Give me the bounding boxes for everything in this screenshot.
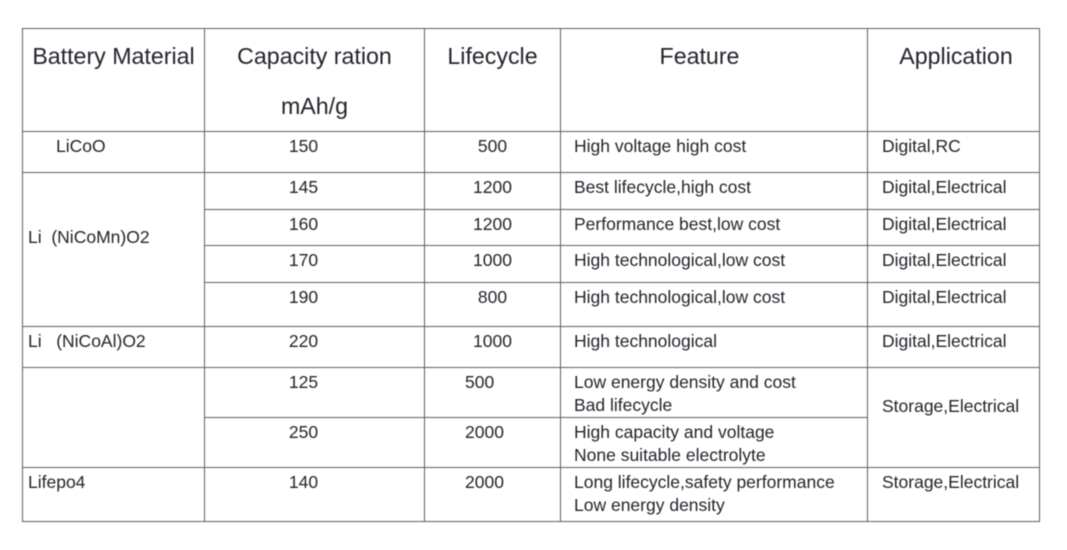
header-label: Capacity ration — [237, 43, 392, 69]
cell-application: Digital,Electrical — [867, 282, 1040, 327]
table-row: Li (NiCoAl)O2 220 1000 High technologica… — [22, 326, 1040, 368]
header-label: Application — [899, 43, 1013, 69]
cell-feature: Low energy density and cost Bad lifecycle — [560, 367, 868, 418]
cell-feature: Performance best,low cost — [560, 209, 868, 246]
cell-lifecycle: 1200 — [424, 209, 561, 246]
cell-material: Li (NiCoAl)O2 — [22, 326, 205, 368]
cell-lifecycle: 1000 — [424, 326, 561, 368]
cell-lifecycle: 1200 — [424, 172, 561, 210]
cell-application: Storage,Electrical — [867, 367, 1040, 468]
header-unit-label: mAh/g — [280, 92, 348, 119]
cell-material: Li (NiCoMn)O2 — [22, 172, 205, 327]
feature-line: High capacity and voltage — [574, 422, 775, 442]
cell-feature: High capacity and voltage None suitable e… — [560, 417, 868, 468]
cell-feature: Best lifecycle,high cost — [560, 172, 868, 210]
cell-capacity: 160 — [204, 209, 425, 246]
col-header-application: Application — [867, 28, 1040, 132]
cell-material: Lifepo4 — [22, 467, 205, 522]
table-row: Li (NiCoMn)O2 145 1200 Best lifecycle,hi… — [22, 172, 1040, 327]
cell-capacity: 125 — [204, 367, 425, 418]
cell-application: Digital,Electrical — [867, 245, 1040, 283]
cell-capacity: 150 — [204, 131, 425, 173]
table-row: 125 500 Low energy density and cost Bad l… — [22, 367, 1040, 468]
table-row: 160 1200 Performance best,low cost Digit… — [23, 209, 1040, 246]
cell-feature: High technological — [560, 326, 868, 368]
cell-application: Digital,RC — [867, 131, 1040, 173]
feature-line: Bad lifecycle — [574, 395, 673, 415]
cell-lifecycle: 500 — [424, 367, 561, 418]
header-label: Lifecycle — [447, 43, 538, 69]
cell-application: Digital,Electrical — [867, 326, 1040, 368]
cell-feature: High voltage high cost — [560, 131, 868, 173]
cell-feature: High technological,low cost — [560, 245, 868, 283]
cell-capacity: 140 — [204, 467, 425, 522]
cell-lifecycle: 800 — [424, 282, 561, 327]
header-label: Battery Material — [32, 43, 195, 69]
battery-materials-table: Battery Material Capacity ration mAh/g Li… — [22, 28, 1040, 522]
cell-capacity: 220 — [204, 326, 425, 368]
table-row: LiCoO 150 500 High voltage high cost Dig… — [22, 131, 1040, 173]
header-label: Feature — [659, 43, 740, 69]
feature-line: Low energy density — [574, 495, 725, 515]
cell-lifecycle: 500 — [424, 131, 561, 173]
col-header-battery-material: Battery Material — [22, 28, 205, 132]
cell-lifecycle: 2000 — [424, 417, 561, 468]
cell-material: LiCoO — [22, 131, 205, 173]
cell-feature: Long lifecycle,safety performance Low ene… — [560, 467, 868, 522]
col-header-capacity-ration: Capacity ration mAh/g — [204, 28, 425, 132]
feature-line: Low energy density and cost — [574, 372, 796, 392]
table-row: 170 1000 High technological,low cost Dig… — [23, 245, 1040, 283]
cell-capacity: 170 — [204, 245, 425, 283]
cell-material — [22, 367, 205, 468]
cell-feature: High technological,low cost — [560, 282, 868, 327]
cell-lifecycle: 1000 — [424, 245, 561, 283]
table-row: 190 800 High technological,low cost Digi… — [23, 282, 1040, 327]
cell-lifecycle: 2000 — [424, 467, 561, 522]
cell-capacity: 250 — [204, 417, 425, 468]
cell-application: Digital,Electrical — [867, 209, 1040, 246]
header-row: Battery Material Capacity ration mAh/g Li… — [22, 28, 1040, 132]
col-header-feature: Feature — [560, 28, 868, 132]
col-header-lifecycle: Lifecycle — [424, 28, 561, 132]
cell-application: Storage,Electrical — [867, 467, 1040, 522]
feature-line: None suitable electrolyte — [574, 445, 766, 465]
cell-capacity: 145 — [204, 172, 425, 210]
table-row: Lifepo4 140 2000 Long lifecycle,safety p… — [22, 467, 1040, 522]
cell-capacity: 190 — [204, 282, 425, 327]
feature-line: Long lifecycle,safety performance — [574, 472, 835, 492]
cell-application: Digital,Electrical — [867, 172, 1040, 210]
